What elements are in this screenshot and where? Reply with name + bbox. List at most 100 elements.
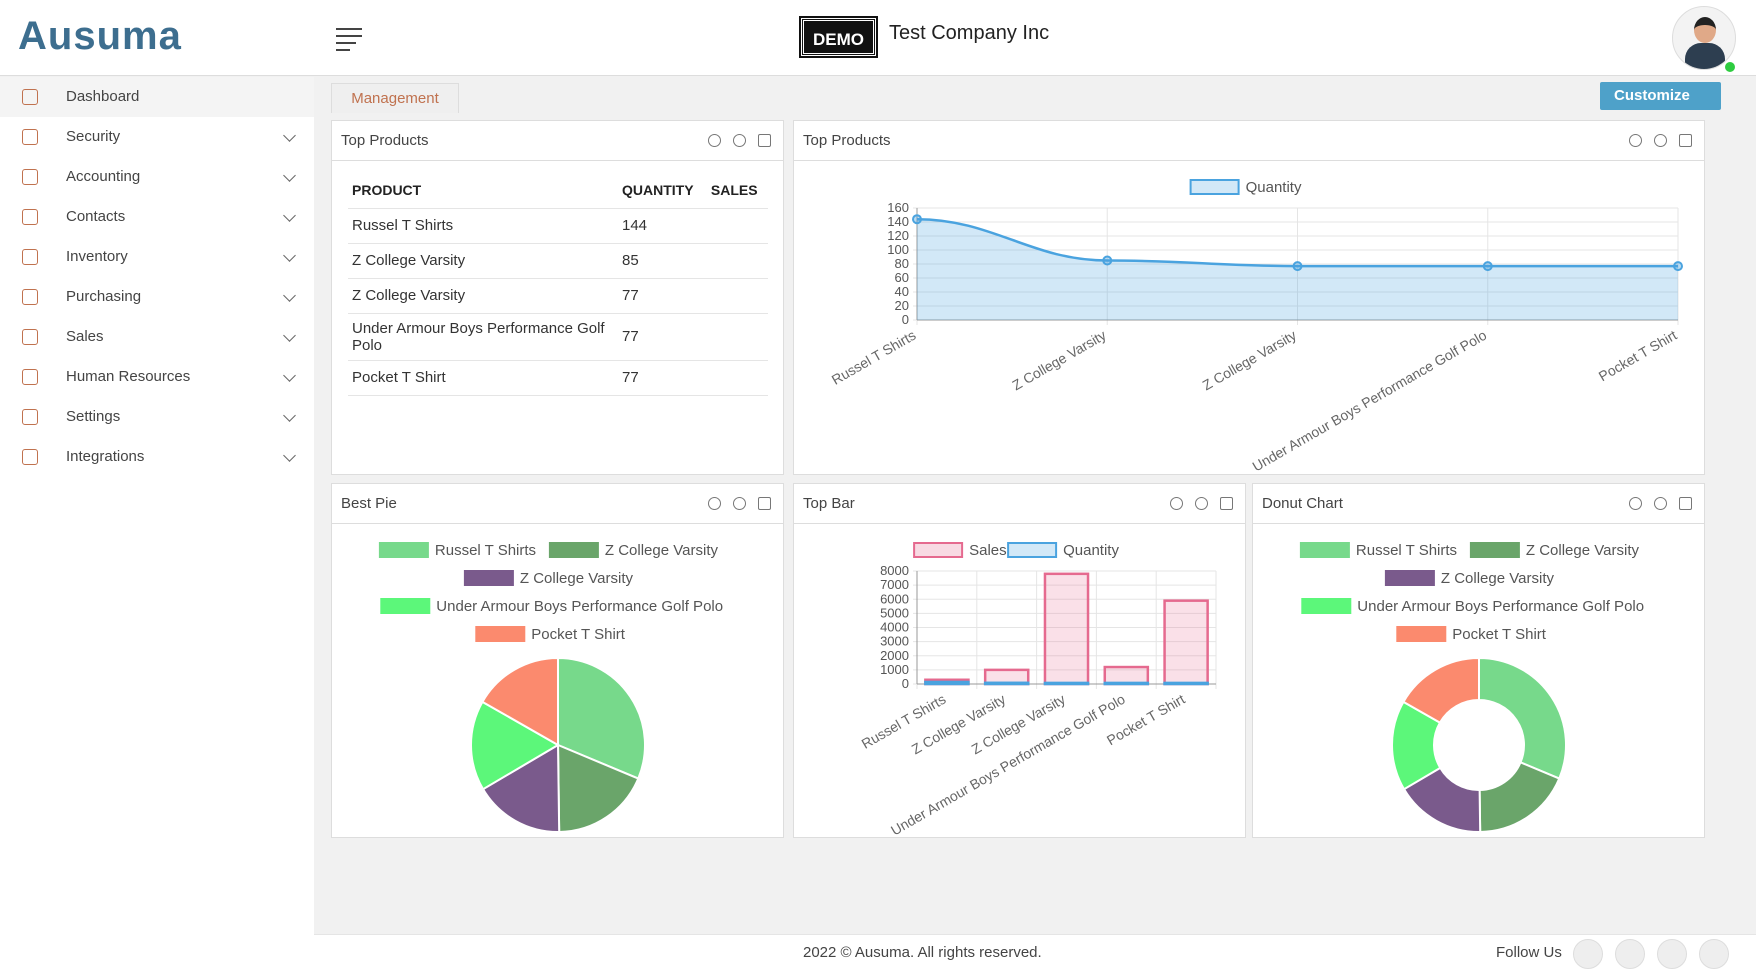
y-tick-label: 140	[887, 214, 909, 229]
legend-label: Quantity	[1063, 542, 1119, 559]
point	[1292, 261, 1303, 272]
table-header-row: PRODUCT QUANTITY SALES	[348, 173, 768, 209]
table-row: Z College Varsity 85	[348, 243, 768, 279]
widget-header: Top Bar	[794, 484, 1245, 524]
settings-button[interactable]	[733, 497, 746, 510]
nav-icon	[22, 449, 38, 465]
legend-swatch	[1007, 542, 1058, 558]
y-tick-label: 80	[895, 256, 909, 271]
widget-title: Best Pie	[341, 495, 397, 512]
widget-header: Best Pie	[332, 484, 783, 524]
y-tick-label: 40	[895, 284, 909, 299]
widget-tools	[708, 497, 771, 510]
nav-label: Settings	[66, 408, 121, 425]
refresh-button[interactable]	[1629, 134, 1642, 147]
nav-item[interactable]: Purchasing	[0, 277, 314, 317]
nav-item[interactable]: Settings	[0, 397, 314, 437]
bar	[1163, 681, 1209, 686]
delete-button[interactable]	[1679, 134, 1692, 147]
nav-chevron	[283, 449, 296, 462]
settings-button[interactable]	[1654, 134, 1667, 147]
nav-label: Security	[66, 128, 121, 145]
nav-icon	[22, 329, 38, 345]
nav-item[interactable]: Integrations	[0, 437, 314, 477]
nav-item[interactable]: Accounting	[0, 157, 314, 197]
table-cell: 144	[618, 208, 707, 244]
nav-label: Sales	[66, 328, 104, 345]
point	[1482, 261, 1493, 272]
donut-slice	[1478, 656, 1567, 780]
widget-tools	[1629, 497, 1692, 510]
nav-chevron	[283, 369, 296, 382]
twitter-link[interactable]	[1615, 939, 1645, 969]
nav-label: Integrations	[66, 448, 145, 465]
nav-item[interactable]: Security	[0, 117, 314, 157]
products-table: PRODUCT QUANTITY SALES Russel T Shirts 144 Z …	[348, 173, 768, 396]
table-cell: Russel T Shirts	[348, 208, 618, 244]
pie-slice	[481, 656, 559, 747]
bar	[1103, 681, 1150, 686]
settings-button[interactable]	[1654, 497, 1667, 510]
legend-label: Under Armour Boys Performance Golf Polo	[436, 598, 723, 615]
legend-swatch	[1469, 542, 1520, 558]
nav-label: Dashboard	[66, 88, 140, 105]
bar	[983, 681, 1030, 686]
nav-item[interactable]: Sales	[0, 317, 314, 357]
delete-button[interactable]	[758, 497, 771, 510]
nav-icon	[22, 409, 38, 425]
chart: Russel T Shirts Z College Varsity Z Colleg…	[1299, 542, 1644, 834]
y-tick-label: 4000	[880, 620, 909, 635]
linkedin-link[interactable]	[1699, 939, 1729, 969]
table-cell: Pocket T Shirt	[348, 360, 618, 396]
legend-swatch	[463, 570, 514, 586]
point	[912, 214, 922, 225]
nav-item[interactable]: Dashboard	[0, 77, 314, 117]
nav-item[interactable]: Inventory	[0, 237, 314, 277]
nav-chevron	[283, 209, 296, 222]
delete-button[interactable]	[1679, 497, 1692, 510]
legend-label: Quantity	[1246, 179, 1302, 196]
table-cell: 77	[618, 360, 707, 396]
y-tick-label: 8000	[880, 563, 909, 578]
youtube-link[interactable]	[1657, 939, 1687, 969]
avatar[interactable]	[1672, 6, 1736, 70]
facebook-link[interactable]	[1573, 939, 1603, 969]
refresh-button[interactable]	[1629, 497, 1642, 510]
nav-label: Purchasing	[66, 288, 142, 305]
nav-icon	[22, 209, 38, 225]
y-tick-label: 20	[895, 298, 909, 313]
widget-title: Top Products	[803, 132, 891, 149]
settings-button[interactable]	[1195, 497, 1208, 510]
logo[interactable]: Ausuma	[18, 14, 182, 58]
donut-slice	[1402, 656, 1480, 725]
tab[interactable]: Management	[331, 83, 459, 113]
legend-swatch	[1396, 626, 1447, 642]
table-cell	[706, 360, 768, 396]
column-header: PRODUCT	[348, 173, 618, 209]
y-tick-label: 160	[887, 200, 909, 215]
follow-label: Follow Us	[1496, 944, 1562, 961]
refresh-button[interactable]	[708, 497, 721, 510]
table-cell	[706, 243, 768, 279]
nav-icon	[22, 289, 38, 305]
nav-label: Inventory	[66, 248, 128, 265]
widget-title: Donut Chart	[1262, 495, 1343, 512]
table-row: Under Armour Boys Performance Golf Polo 7…	[348, 313, 768, 361]
menu-toggle[interactable]	[336, 28, 362, 51]
nav-item[interactable]: Contacts	[0, 197, 314, 237]
table-cell: 77	[618, 313, 707, 361]
widget-header: Donut Chart	[1253, 484, 1704, 524]
refresh-button[interactable]	[1170, 497, 1183, 510]
legend-swatch	[380, 598, 431, 614]
nav-item[interactable]: Human Resources	[0, 357, 314, 397]
legend-swatch	[913, 542, 964, 558]
online-status	[1725, 62, 1735, 72]
pie-slice	[470, 700, 560, 791]
customize-button[interactable]: Customize	[1600, 82, 1721, 110]
delete-button[interactable]	[1220, 497, 1233, 510]
widget-title: Top Bar	[803, 495, 855, 512]
legend-label: Z College Varsity	[520, 570, 634, 587]
chart: Sales Quantity 010002000300040005000600070…	[859, 542, 1217, 838]
